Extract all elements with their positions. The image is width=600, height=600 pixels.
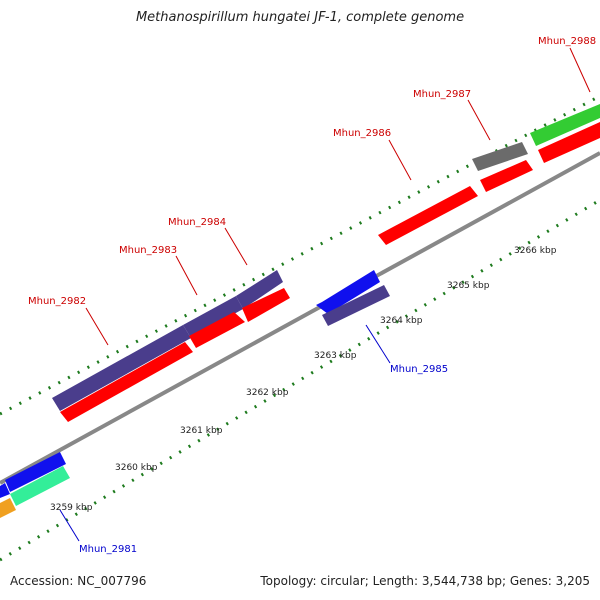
label-Mhun_2983[interactable]: Mhun_2983 — [119, 245, 177, 256]
genome-summary: Topology: circular; Length: 3,544,738 bp… — [260, 574, 590, 588]
genome-title: Methanospirillum hungatei JF-1, complete… — [135, 10, 465, 25]
label-Mhun_2982[interactable]: Mhun_2982 — [28, 296, 86, 307]
scale-label-3265: 3265 kbp — [447, 281, 490, 291]
cds-red-2982[interactable] — [60, 342, 193, 422]
gene-Mhun_2987-box[interactable] — [472, 142, 528, 171]
backbone — [0, 151, 600, 485]
gene-Mhun_2982-cds[interactable] — [52, 325, 191, 411]
cds-red-2984[interactable] — [242, 288, 290, 322]
red-cds-row — [60, 122, 600, 422]
gene-leader-lines — [59, 47, 591, 542]
accession-label: Accession: NC_007796 — [10, 574, 147, 588]
cds-red-2983[interactable] — [189, 312, 245, 348]
scale-label-3259: 3259 kbp — [50, 503, 93, 513]
leader-Mhun_2986 — [388, 139, 412, 181]
label-Mhun_2981[interactable]: Mhun_2981 — [79, 544, 137, 555]
inner-tick-track — [0, 198, 600, 562]
leader-Mhun_2987 — [467, 99, 491, 141]
forward-strand-genes — [52, 104, 600, 411]
gene-labels: Mhun_2982 Mhun_2983 Mhun_2984 Mhun_2986 … — [28, 36, 596, 555]
reverse-strand-genes — [0, 270, 390, 518]
gene-Mhun_2988-box[interactable] — [530, 104, 600, 146]
gene-Mhun_2984-cds[interactable] — [236, 270, 283, 309]
label-Mhun_2985[interactable]: Mhun_2985 — [390, 364, 448, 375]
backbone-line — [0, 151, 600, 485]
scale-label-3263: 3263 kbp — [314, 351, 357, 361]
cds-orange-left[interactable] — [0, 498, 16, 518]
label-Mhun_2988[interactable]: Mhun_2988 — [538, 36, 596, 47]
gene-Mhun_2985-box[interactable] — [322, 285, 390, 326]
leader-Mhun_2983 — [175, 255, 198, 296]
cds-red-2987[interactable] — [480, 160, 533, 192]
leader-Mhun_2984 — [224, 227, 248, 266]
cds-red-2986[interactable] — [378, 186, 478, 245]
scale-label-3262: 3262 kbp — [246, 388, 289, 398]
gene-Mhun_2985-cds[interactable] — [316, 270, 380, 314]
label-Mhun_2986[interactable]: Mhun_2986 — [333, 128, 391, 139]
gene-Mhun_2981-cds[interactable] — [5, 452, 66, 492]
leader-Mhun_2981 — [59, 509, 80, 542]
gene-Mhun_2983-cds[interactable] — [183, 296, 243, 338]
scale-label-3260: 3260 kbp — [115, 463, 158, 473]
inner-tick-line — [0, 198, 600, 562]
scale-label-3266: 3266 kbp — [514, 246, 557, 256]
cds-red-2988[interactable] — [538, 122, 600, 163]
cds-blue-left[interactable] — [0, 483, 10, 498]
label-Mhun_2984[interactable]: Mhun_2984 — [168, 217, 226, 228]
gene-Mhun_2981-box[interactable] — [10, 466, 70, 506]
leader-Mhun_2988 — [569, 47, 591, 93]
leader-Mhun_2985 — [365, 324, 391, 364]
leader-Mhun_2982 — [85, 307, 109, 346]
scale-label-3261: 3261 kbp — [180, 426, 223, 436]
scale-labels: 3259 kbp 3260 kbp 3261 kbp 3262 kbp 3263… — [50, 246, 557, 513]
scale-label-3264: 3264 kbp — [380, 316, 423, 326]
label-Mhun_2987[interactable]: Mhun_2987 — [413, 89, 471, 100]
